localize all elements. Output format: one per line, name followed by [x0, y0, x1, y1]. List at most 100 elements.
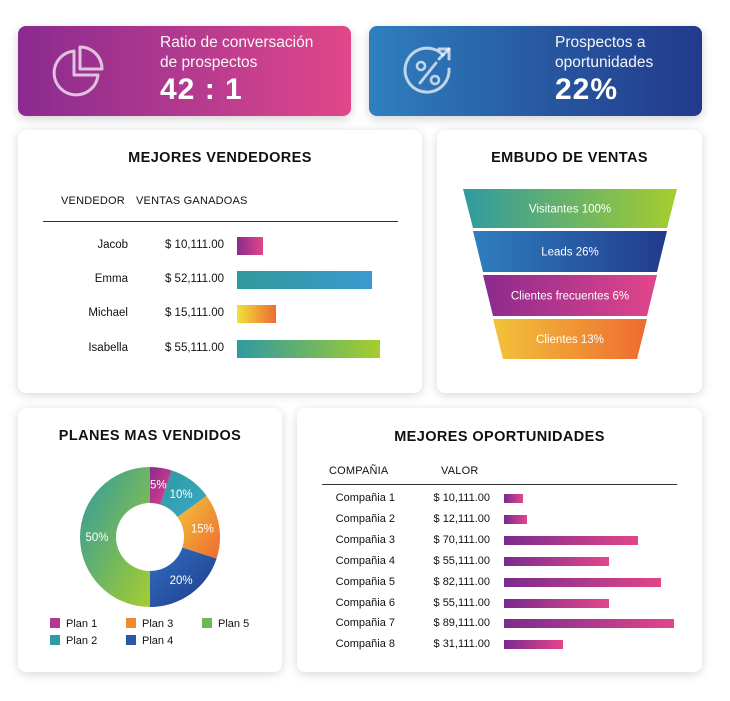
- opportunity-bar: [504, 494, 523, 503]
- opportunity-bar: [504, 640, 563, 650]
- opportunity-value: $ 12,111.00: [433, 512, 490, 525]
- legend-swatch: [126, 618, 136, 628]
- donut-slice: [150, 467, 172, 505]
- legend-item: Plan 3: [126, 618, 173, 630]
- card-mejores-oportunidades: MEJORES OPORTUNIDADES COMPAÑIA VALOR Com…: [297, 408, 702, 672]
- card-title: MEJORES OPORTUNIDADES: [394, 429, 605, 445]
- seller-name: Isabella: [88, 342, 128, 354]
- column-header-compania: COMPAÑIA: [329, 465, 389, 477]
- funnel-chart: Visitantes 100% Leads 26% Clientes frecuen…: [463, 189, 677, 359]
- company-name: Compañia 3: [335, 533, 395, 546]
- kpi-label: Prospectos a: [555, 34, 646, 51]
- opportunity-bar: [504, 556, 609, 566]
- sales-bar: [237, 340, 380, 358]
- legend-item: Plan 5: [202, 618, 249, 630]
- table-row: Compañia 7 $ 89,111.00: [297, 617, 702, 631]
- table-row: Compañia 8 $ 31,111.00: [297, 638, 702, 652]
- card-planes-mas-vendidos: PLANES MAS VENDIDOS 5% 10% 15% 20% 50% Plan …: [18, 408, 282, 672]
- sales-bar: [237, 271, 372, 289]
- table-row: Compañia 3 $ 70,111.00: [297, 534, 702, 548]
- sales-amount: $ 15,111.00: [164, 307, 224, 319]
- opportunity-value: $ 31,111.00: [433, 638, 490, 651]
- donut-slice: [160, 470, 207, 518]
- seller-name: Michael: [88, 307, 128, 319]
- table-row: Compañia 5 $ 82,111.00: [297, 576, 702, 590]
- donut-slice: [80, 467, 150, 607]
- table-row: Compañia 1 $ 10,111.00: [297, 492, 702, 506]
- company-name: Compañia 5: [335, 575, 395, 588]
- company-name: Compañia 6: [335, 596, 395, 609]
- opportunity-value: $ 70,111.00: [433, 533, 490, 546]
- opportunity-bar: [504, 598, 609, 608]
- card-title: EMBUDO DE VENTAS: [491, 150, 648, 166]
- table-row: Compañia 6 $ 55,111.00: [297, 597, 702, 611]
- donut-label: 50%: [85, 532, 108, 544]
- legend-swatch: [126, 635, 136, 645]
- company-name: Compañia 2: [335, 512, 395, 525]
- legend-swatch: [202, 618, 212, 628]
- donut-chart: 5%10% 15% 20% 50%: [80, 467, 220, 607]
- donut-label: 5%: [150, 480, 167, 492]
- donut-label: 20%: [170, 575, 193, 587]
- opportunity-value: $ 89,111.00: [433, 617, 490, 630]
- seller-name: Jacob: [97, 239, 128, 251]
- donut-label: 10%: [170, 489, 193, 501]
- column-header-valor: VALOR: [441, 465, 479, 477]
- opportunity-bar: [504, 535, 638, 545]
- legend-label: Plan 2: [66, 635, 98, 647]
- legend-item: Plan 1: [50, 618, 97, 630]
- funnel-stage: [483, 275, 657, 316]
- opportunity-value: $ 55,111.00: [433, 554, 490, 567]
- opportunity-bar: [504, 577, 661, 587]
- opportunity-value: $ 82,111.00: [433, 575, 490, 588]
- company-name: Compañia 4: [335, 554, 395, 567]
- card-mejores-vendedores: MEJORES VENDEDORES VENDEDOR VENTAS GANAD…: [18, 130, 422, 393]
- opportunity-value: $ 55,111.00: [433, 596, 490, 609]
- legend-label: Plan 1: [66, 618, 98, 630]
- sales-amount: $ 55,111.00: [164, 342, 224, 354]
- legend-label: Plan 5: [218, 618, 250, 630]
- donut-label: 15%: [191, 524, 214, 536]
- column-header-ventas: VENTAS GANADOAS: [136, 195, 248, 207]
- donut-slice: [150, 547, 217, 607]
- kpi-label: de prospectos: [160, 54, 258, 71]
- table-row: Jacob $ 10,111.00: [18, 237, 422, 255]
- divider: [43, 221, 398, 222]
- divider: [322, 484, 677, 485]
- funnel-label: Visitantes 100%: [529, 204, 611, 216]
- company-name: Compañia 1: [335, 492, 395, 504]
- seller-name: Emma: [94, 273, 128, 285]
- funnel-stage: [463, 189, 677, 228]
- card-title: PLANES MAS VENDIDOS: [58, 428, 242, 444]
- funnel-stage: [473, 231, 667, 272]
- table-row: Emma $ 52,111.00: [18, 271, 422, 289]
- legend-item: Plan 2: [50, 635, 97, 647]
- percent-icon: [403, 46, 451, 94]
- card-embudo-ventas: EMBUDO DE VENTAS Visitantes 100% Leads 26…: [437, 130, 702, 393]
- donut-slice: [177, 495, 220, 559]
- opportunity-bar: [504, 514, 527, 524]
- kpi-card-conversion: Ratio de conversación de prospectos 42 :…: [18, 26, 351, 116]
- legend-item: Plan 4: [126, 635, 173, 647]
- opportunity-bar: [504, 619, 674, 629]
- sales-bar: [237, 237, 263, 255]
- company-name: Compañia 7: [335, 617, 395, 630]
- table-row: Compañia 4 $ 55,111.00: [297, 555, 702, 569]
- column-header-vendedor: VENDEDOR: [61, 195, 125, 207]
- kpi-label: Ratio de conversación: [160, 34, 314, 51]
- legend-swatch: [50, 618, 60, 628]
- sales-amount: $ 10,111.00: [164, 239, 224, 251]
- funnel-stage: [493, 319, 647, 359]
- table-row: Compañia 2 $ 12,111.00: [297, 513, 702, 527]
- opportunity-value: $ 10,111.00: [433, 492, 490, 504]
- card-title: MEJORES VENDEDORES: [128, 150, 312, 166]
- funnel-label: Leads 26%: [541, 247, 599, 259]
- kpi-value: 22%: [555, 73, 619, 106]
- table-row: Michael $ 15,111.00: [18, 305, 422, 323]
- pie-chart-icon: [52, 45, 104, 97]
- legend-label: Plan 4: [142, 635, 174, 647]
- legend-label: Plan 3: [142, 618, 174, 630]
- legend-swatch: [50, 635, 60, 645]
- kpi-card-prospectos: Prospectos a oportunidades 22%: [369, 26, 702, 116]
- table-row: Isabella $ 55,111.00: [18, 340, 422, 358]
